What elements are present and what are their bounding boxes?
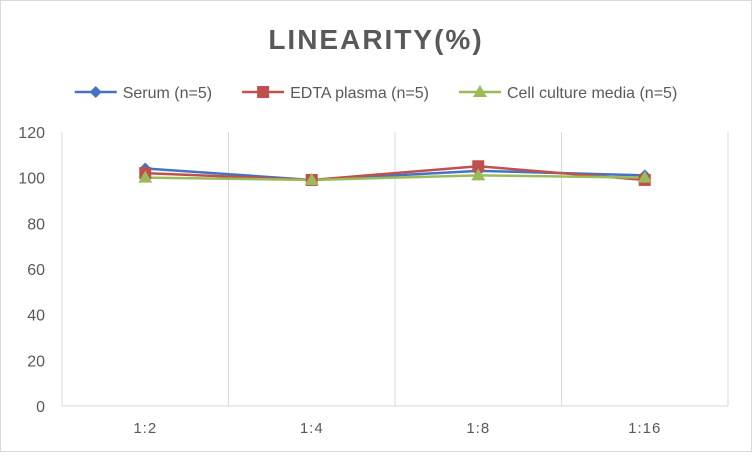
y-tick-label: 100 [18, 171, 45, 188]
legend-swatch-marker [257, 86, 270, 98]
chart-title: LINEARITY(%) [268, 24, 483, 55]
x-tick-label: 1:4 [300, 420, 324, 437]
y-tick-label: 20 [27, 353, 45, 370]
y-tick-label: 60 [27, 262, 45, 279]
y-tick-label: 80 [27, 216, 45, 233]
x-tick-label: 1:8 [466, 420, 490, 437]
series-line-3 [145, 174, 645, 182]
legend-item: Cell culture media (n=5) [458, 85, 677, 102]
data-point-marker [304, 172, 319, 185]
x-tick-label: 1:2 [133, 420, 157, 437]
data-point-marker [471, 168, 486, 181]
legend-swatch-marker [89, 86, 102, 98]
data-point-marker [637, 170, 652, 183]
legend-label: Cell culture media (n=5) [507, 85, 677, 102]
legend-item: Serum (n=5) [74, 85, 212, 102]
data-point-marker [138, 170, 153, 183]
series-line-2 [145, 165, 645, 182]
legend-swatch-marker [472, 85, 487, 97]
legend-label: EDTA plasma (n=5) [290, 85, 429, 102]
data-point-marker [472, 160, 485, 173]
legend: Serum (n=5) EDTA plasma (n=5) Cell culture… [74, 85, 677, 102]
y-tick-label: 120 [18, 125, 45, 142]
series-lines [145, 165, 645, 182]
x-axis: 1:2 1:4 1:8 1:16 [133, 420, 661, 437]
legend-item: EDTA plasma (n=5) [242, 85, 429, 102]
y-tick-label: 0 [36, 399, 45, 416]
y-axis: 0 20 40 60 80 100 120 [18, 125, 45, 416]
y-tick-label: 40 [27, 308, 45, 325]
legend-label: Serum (n=5) [123, 85, 212, 102]
series-markers [138, 160, 652, 186]
x-tick-label: 1:16 [628, 420, 661, 437]
